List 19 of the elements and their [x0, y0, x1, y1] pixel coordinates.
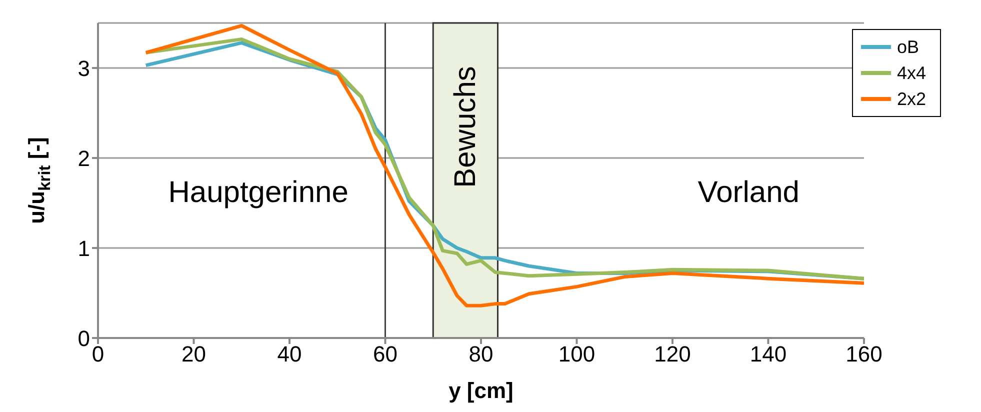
x-tick-label: 120: [654, 342, 691, 367]
annotation: Hauptgerinne: [168, 176, 348, 210]
x-tick-label: 60: [372, 342, 398, 367]
x-tick-label: 160: [846, 342, 882, 367]
y-tick-label: 1: [78, 236, 90, 261]
x-tick-label: 140: [750, 342, 787, 367]
annotation: Vorland: [698, 176, 800, 210]
legend-label: 4x4: [896, 62, 926, 85]
legend-label: oB: [896, 36, 919, 59]
y-tick-label: 2: [78, 146, 90, 171]
y-tick-label: 3: [78, 56, 90, 81]
x-tick-label: 40: [277, 342, 302, 367]
legend-label: 2x2: [896, 88, 926, 111]
x-axis-title: y [cm]: [448, 378, 514, 403]
x-tick-label: 100: [558, 342, 596, 367]
x-tick-label: 80: [468, 342, 494, 367]
x-tick-label: 20: [182, 342, 206, 367]
y-tick-label: 0: [78, 326, 90, 351]
band-label: Bewuchs: [448, 66, 482, 188]
